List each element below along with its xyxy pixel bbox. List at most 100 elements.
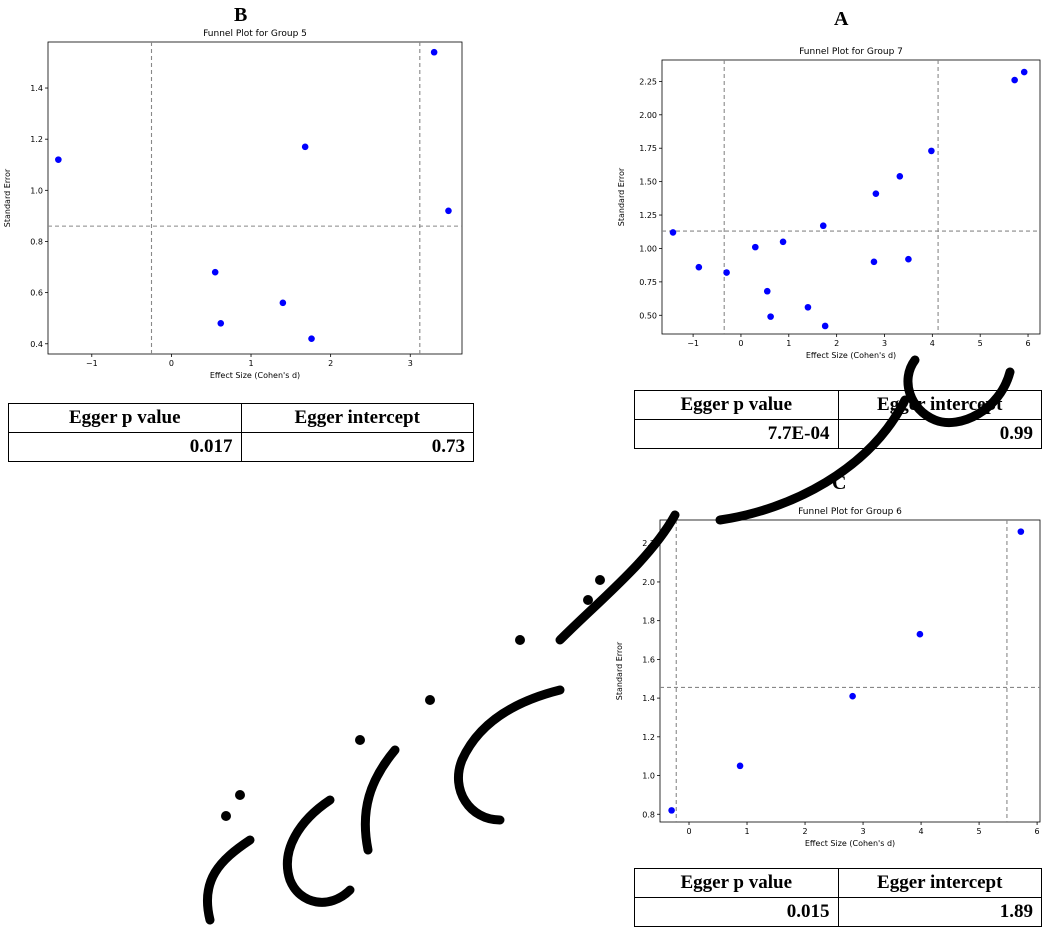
data-point (723, 269, 730, 276)
x-tick-label: 0 (686, 827, 691, 836)
egger-table-a: Egger p value Egger intercept 7.7E-04 0.… (634, 390, 1042, 449)
x-tick-label: 0 (169, 359, 174, 368)
data-point (211, 268, 219, 276)
data-point (736, 762, 744, 770)
egger-p-header: Egger p value (634, 390, 839, 420)
y-tick-label: 1.0 (30, 186, 43, 195)
y-tick-label: 1.6 (642, 655, 655, 664)
y-axis-label: Standard Error (615, 641, 624, 700)
egger-p-header: Egger p value (634, 868, 839, 898)
egger-intercept-value: 0.99 (837, 419, 1042, 449)
data-point (896, 172, 904, 180)
plot-frame (659, 519, 1041, 823)
y-tick-label: 1.4 (30, 84, 43, 93)
data-point (1017, 528, 1025, 535)
x-tick-label: 5 (978, 339, 983, 348)
x-axis-label: Effect Size (Cohen's d) (805, 839, 895, 848)
data-point (445, 207, 452, 215)
plot-frame (661, 59, 1041, 335)
y-tick-label: 0.4 (30, 340, 43, 349)
egger-p-value: 0.015 (634, 897, 839, 927)
egger-value-row: 0.015 1.89 (634, 897, 1042, 927)
data-point (217, 320, 225, 327)
y-tick-label: 1.00 (639, 244, 657, 253)
y-tick-label: 0.8 (642, 810, 655, 819)
data-point (821, 322, 829, 330)
egger-intercept-value: 0.73 (240, 432, 474, 462)
data-point (669, 229, 677, 236)
y-tick-label: 0.75 (639, 278, 657, 287)
panel-letter-a: A (834, 8, 849, 30)
egger-intercept-header: Egger intercept (240, 403, 474, 433)
y-tick-label: 1.25 (639, 211, 657, 220)
data-point (916, 630, 924, 638)
data-point (668, 807, 675, 814)
funnel-plot-svg: Funnel Plot for Group 5 −1 0 1 2 3 0.4 0.6 0.8 1.… (3, 29, 463, 380)
y-axis-label: Standard Error (3, 168, 12, 227)
y-tick-label: 1.8 (642, 617, 655, 626)
data-point (767, 313, 774, 320)
x-tick-label: 1 (744, 827, 749, 836)
egger-intercept-header: Egger intercept (837, 390, 1042, 420)
data-point (804, 303, 812, 311)
watermark-dots (221, 575, 605, 821)
x-tick-label: 3 (408, 359, 413, 368)
data-point (779, 238, 787, 246)
data-point (870, 258, 878, 266)
data-point (430, 48, 438, 56)
data-point (1011, 76, 1018, 84)
data-point (763, 287, 771, 295)
y-tick-label: 2.2 (642, 539, 655, 548)
data-point (752, 243, 759, 251)
egger-header-row: Egger p value Egger intercept (634, 390, 1042, 420)
y-tick-label: 1.0 (642, 772, 655, 781)
egger-p-header: Egger p value (8, 403, 242, 433)
y-tick-label: 1.50 (639, 178, 657, 187)
egger-header-row: Egger p value Egger intercept (634, 868, 1042, 898)
x-tick-label: 1 (786, 339, 791, 348)
x-tick-label: 4 (930, 339, 935, 348)
y-tick-label: 2.0 (642, 578, 655, 587)
funnel-plot-group-7: Funnel Plot for Group 7 −1 0 1 2 3 4 5 6 0.50 0.75… (614, 38, 1048, 370)
y-tick-label: 1.2 (30, 135, 43, 144)
data-point (55, 156, 62, 163)
egger-intercept-value: 1.89 (837, 897, 1042, 927)
chart-title: Funnel Plot for Group 6 (798, 507, 902, 517)
egger-value-row: 0.017 0.73 (8, 432, 474, 462)
funnel-plot-svg: Funnel Plot for Group 7 −1 0 1 2 3 4 5 6 0.50 0.75… (617, 47, 1041, 360)
egger-value-row: 7.7E-04 0.99 (634, 419, 1042, 449)
data-point (1020, 68, 1028, 76)
y-tick-label: 1.2 (642, 733, 655, 742)
x-axis-label: Effect Size (Cohen's d) (210, 371, 300, 380)
egger-p-value: 7.7E-04 (634, 419, 839, 449)
data-point (301, 143, 309, 151)
egger-p-value: 0.017 (8, 432, 242, 462)
funnel-plot-group-6: Funnel Plot for Group 6 0 1 2 3 4 5 6 0.8 1.0 1.2 1… (612, 498, 1048, 858)
funnel-plot-group-5: Funnel Plot for Group 5 −1 0 1 2 3 0.4 0.6 0.8 1.… (0, 20, 470, 390)
panel-letter-b: B (234, 4, 248, 26)
y-tick-label: 1.4 (642, 694, 655, 703)
plot-frame (47, 41, 463, 355)
data-point (279, 299, 287, 307)
y-tick-label: 2.25 (639, 77, 657, 86)
egger-table-c: Egger p value Egger intercept 0.015 1.89 (634, 868, 1042, 927)
x-tick-label: 1 (248, 359, 253, 368)
egger-table-b: Egger p value Egger intercept 0.017 0.73 (8, 403, 474, 462)
x-tick-label: 5 (977, 827, 982, 836)
y-tick-label: 0.50 (639, 311, 657, 320)
egger-intercept-header: Egger intercept (837, 868, 1042, 898)
x-tick-label: −1 (687, 339, 699, 348)
x-tick-label: −1 (86, 359, 98, 368)
funnel-plot-svg: Funnel Plot for Group 6 0 1 2 3 4 5 6 0.8 1.0 1.2 1… (615, 507, 1041, 848)
x-tick-label: 3 (861, 827, 866, 836)
y-tick-label: 0.6 (30, 289, 43, 298)
panel-letter-c: C (832, 472, 847, 494)
data-point (308, 335, 315, 342)
y-tick-label: 2.00 (639, 111, 657, 120)
chart-title: Funnel Plot for Group 7 (799, 47, 903, 57)
egger-header-row: Egger p value Egger intercept (8, 403, 474, 433)
data-point (695, 263, 703, 271)
y-tick-label: 1.75 (639, 144, 657, 153)
y-tick-label: 0.8 (30, 237, 43, 246)
x-tick-label: 4 (919, 827, 924, 836)
